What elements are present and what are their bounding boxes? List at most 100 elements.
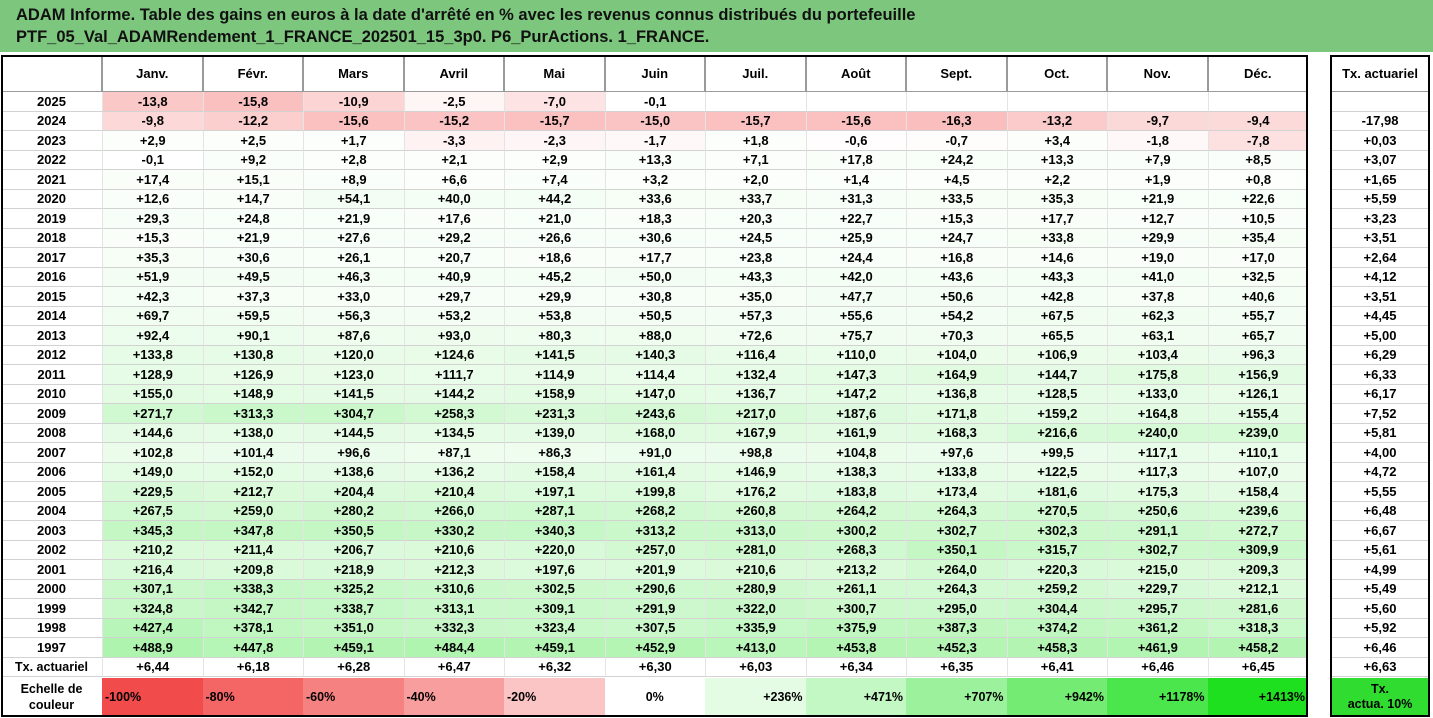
table-cell: -0,6 [805,131,906,151]
table-cell: +29,2 [403,228,504,248]
table-cell: +139,0 [504,423,605,443]
table-cell: -15,8 [202,92,303,112]
table-cell: -9,7 [1107,111,1208,131]
table-cell: +187,6 [805,404,906,424]
row-year: 2010 [1,385,102,404]
table-cell: +259,0 [202,501,303,521]
table-cell: +1,4 [805,170,906,190]
table-cell: +24,2 [906,150,1007,170]
table-cell: +134,5 [403,423,504,443]
table-cell: +24,7 [906,228,1007,248]
table-cell: +103,4 [1107,345,1208,365]
table-cell: +304,4 [1006,599,1107,619]
row-year: 2016 [1,268,102,287]
table-cell: +93,0 [403,326,504,346]
table-cell: +7,4 [504,170,605,190]
row-tx-value: +2,64 [1330,248,1430,268]
table-cell: +315,7 [1006,540,1107,560]
table-cell: +24,4 [805,248,906,268]
table-cell: +24,8 [202,209,303,229]
table-cell: +332,3 [403,618,504,638]
table-cell: +18,3 [604,209,705,229]
table-cell: +88,0 [604,326,705,346]
table-cell: +1,9 [1107,170,1208,190]
table-cell: +138,3 [805,462,906,482]
table-cell: +86,3 [504,443,605,463]
table-cell: +171,8 [906,404,1007,424]
table-cell: +128,5 [1006,384,1107,404]
table-cell: +209,8 [202,560,303,580]
row-tx-value: +6,67 [1330,521,1430,541]
table-cell: +313,3 [202,404,303,424]
color-scale-swatch: +942% [1006,678,1107,716]
table-cell: +43,6 [906,267,1007,287]
table-cell: +30,6 [202,248,303,268]
table-cell: +25,9 [805,228,906,248]
table-cell: +14,7 [202,189,303,209]
table-cell: +69,7 [102,306,203,326]
table-cell [1006,92,1107,112]
table-cell: +452,9 [604,638,705,658]
row-year: 2023 [1,131,102,151]
table-cell: +197,1 [504,482,605,502]
table-cell: +26,6 [504,228,605,248]
table-cell: +114,4 [604,365,705,385]
table-cell: +201,9 [604,560,705,580]
table-cell: +295,0 [906,599,1007,619]
header-month: Juil. [705,55,806,92]
color-scale-swatch: +471% [805,678,906,716]
table-cell: +53,8 [504,306,605,326]
table-cell: -15,0 [604,111,705,131]
table-cell: +318,3 [1207,618,1308,638]
table-cell: +300,2 [805,521,906,541]
table-cell: +307,5 [604,618,705,638]
header-month: Févr. [202,55,303,92]
table-cell: +15,3 [906,209,1007,229]
table-cell: +323,4 [504,618,605,638]
row-year: 2004 [1,502,102,521]
table-cell: +17,4 [102,170,203,190]
table-cell: -2,3 [504,131,605,151]
tx-row-value: +6,18 [202,657,303,677]
table-cell: +3,2 [604,170,705,190]
table-cell: -15,7 [504,111,605,131]
row-year: 2012 [1,346,102,365]
table-cell: +350,5 [303,521,404,541]
table-cell: +10,5 [1207,209,1308,229]
table-cell: +110,0 [805,345,906,365]
table-cell: +128,9 [102,365,203,385]
table-cell: -0,1 [604,92,705,112]
table-cell: -0,7 [906,131,1007,151]
table-cell: -13,8 [102,92,203,112]
table-cell: +40,6 [1207,287,1308,307]
row-tx-value: +4,72 [1330,463,1430,482]
table-cell: +17,0 [1207,248,1308,268]
table-cell: +216,6 [1006,423,1107,443]
row-year: 2000 [1,580,102,599]
table-cell: +484,4 [403,638,504,658]
row-tx-value: +6,33 [1330,365,1430,385]
table-cell: +2,5 [202,131,303,151]
table-cell: +210,6 [403,540,504,560]
row-year: 2020 [1,190,102,209]
row-tx-value: +3,51 [1330,229,1430,248]
table-cell: +51,9 [102,267,203,287]
table-cell: +8,9 [303,170,404,190]
table-cell: +161,4 [604,462,705,482]
table-cell: +338,3 [202,579,303,599]
table-cell: +240,0 [1107,423,1208,443]
table-cell: +209,3 [1207,560,1308,580]
table-cell: +212,1 [1207,579,1308,599]
table-cell: +302,7 [906,521,1007,541]
row-year: 2021 [1,170,102,190]
table-cell: +26,1 [303,248,404,268]
table-cell: +70,3 [906,326,1007,346]
table-cell: +46,3 [303,267,404,287]
table-cell: -9,8 [102,111,203,131]
table-cell: +106,9 [1006,345,1107,365]
header-tx-actuariel: Tx. actuariel [1330,55,1430,92]
table-cell: +345,3 [102,521,203,541]
row-tx-value: +6,17 [1330,385,1430,404]
table-cell: +459,1 [303,638,404,658]
table-cell: +17,7 [1006,209,1107,229]
